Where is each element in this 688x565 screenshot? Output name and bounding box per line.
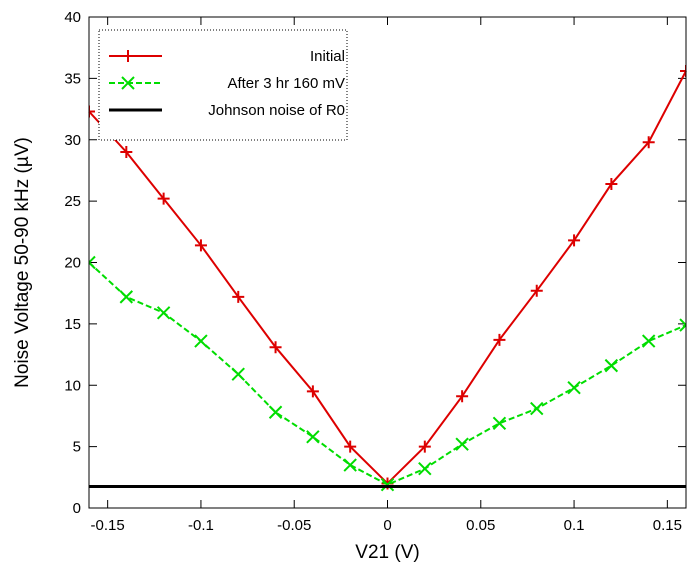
x-tick-label: -0.05: [277, 517, 311, 534]
series-markers: [89, 255, 686, 492]
y-tick-label: 35: [64, 70, 81, 87]
data-point: [194, 334, 208, 348]
legend-label: After 3 hr 160 mV: [227, 75, 345, 92]
x-tick-label: 0.05: [466, 517, 495, 534]
y-axis-title: Noise Voltage 50-90 kHz (µV): [12, 137, 33, 388]
x-tick-label: 0.15: [653, 517, 682, 534]
data-point: [492, 416, 507, 431]
data-point: [232, 290, 245, 303]
data-point: [231, 367, 245, 381]
data-point: [418, 462, 432, 476]
y-tick-label: 40: [64, 9, 81, 26]
x-axis-title: V21 (V): [355, 542, 419, 563]
y-tick-label: 25: [64, 193, 81, 210]
x-tick-label: -0.15: [91, 517, 125, 534]
data-point: [157, 192, 170, 205]
data-point: [343, 458, 357, 472]
y-tick-label: 10: [64, 377, 81, 394]
data-point: [456, 390, 469, 403]
data-point: [679, 318, 686, 332]
legend-label: Johnson noise of R0: [208, 102, 345, 119]
data-point: [380, 477, 395, 492]
data-point: [306, 385, 319, 398]
y-tick-label: 5: [73, 439, 81, 456]
axis-ticks: -0.15 -0.1 -0.05 0 0.05 0.1 0.15 0 5 10 15 20 25 30 35…: [64, 9, 686, 534]
legend-box: [98, 29, 348, 141]
data-point: [418, 440, 431, 453]
data-point: [605, 177, 618, 190]
plot-frame: [88, 16, 687, 509]
y-tick-label: 20: [64, 255, 81, 272]
data-point: [568, 234, 581, 247]
legend-label: Initial: [310, 48, 345, 65]
x-tick-label: -0.1: [188, 517, 214, 534]
x-tick-label: 0: [383, 517, 391, 534]
data-point: [89, 105, 95, 118]
data-point: [530, 401, 544, 416]
legend-entry: Johnson noise of R0: [109, 102, 345, 119]
data-point: [493, 333, 506, 346]
series-line: [88, 261, 687, 486]
y-tick-label: 15: [64, 316, 81, 333]
data-point: [642, 136, 655, 149]
data-point: [121, 76, 135, 90]
series-1: [88, 255, 687, 492]
data-point: [194, 239, 207, 252]
data-point: [269, 341, 282, 354]
legend: Initial After 3 hr 160 mV Johnson noise of…: [98, 29, 348, 141]
legend-entry: After 3 hr 160 mV: [109, 75, 345, 92]
data-point: [344, 440, 357, 453]
y-tick-label: 30: [64, 132, 81, 149]
series-layer: [88, 65, 687, 492]
x-tick-label: 0.1: [564, 517, 585, 534]
data-point: [680, 65, 686, 78]
data-point: [530, 284, 543, 297]
data-point: [89, 255, 96, 270]
data-point: [119, 290, 134, 304]
data-point: [120, 146, 133, 159]
data-point: [268, 405, 283, 419]
data-point: [641, 334, 656, 348]
data-point: [567, 380, 581, 395]
legend-entry: Initial: [109, 48, 345, 65]
data-point: [604, 358, 619, 373]
data-point: [156, 306, 171, 320]
data-point: [306, 430, 320, 444]
data-point: [122, 50, 134, 62]
y-tick-label: 0: [73, 500, 81, 517]
data-point: [455, 437, 469, 451]
